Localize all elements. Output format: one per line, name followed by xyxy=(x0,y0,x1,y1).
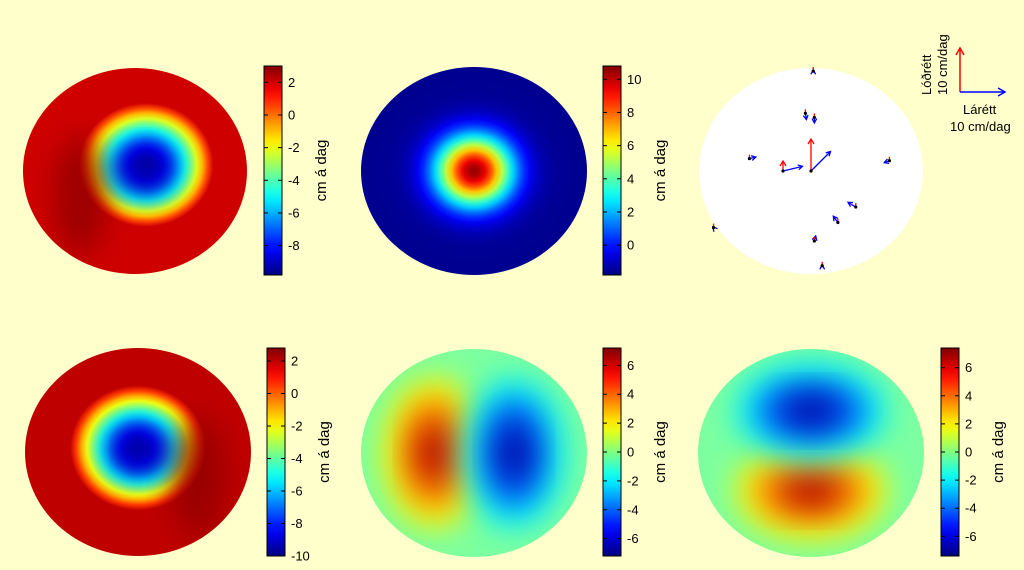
colorbar-tick-label: 6 xyxy=(627,358,634,373)
station-dot xyxy=(811,69,815,73)
panel-top-right-vectors: Lóðrétt 10 cm/dag Lárétt 10 cm/dag xyxy=(699,34,1011,274)
colorbar-gradient xyxy=(602,65,622,276)
colorbar-tick-label: 8 xyxy=(627,105,634,120)
panel-top-left: 2 0 -2 -4 -6 -8 cm á dag xyxy=(23,65,330,276)
station-dot xyxy=(803,111,808,115)
colorbar-label: cm á dag xyxy=(316,421,333,483)
colorbar-label: cm á dag xyxy=(652,421,669,483)
colorbar-tick-label: -6 xyxy=(627,531,639,546)
station-dot xyxy=(711,226,716,230)
vertical-scale-label: Lóðrétt xyxy=(919,54,934,95)
colorbar-tick-label: 2 xyxy=(627,204,634,219)
station-dot xyxy=(781,169,785,173)
vector-station xyxy=(832,215,840,225)
colorbar-tick-label: 6 xyxy=(965,360,972,375)
colorbar-tick-label: -4 xyxy=(627,502,639,517)
colorbar-label: cm á dag xyxy=(313,140,330,202)
vector-station xyxy=(779,159,804,173)
colorbar-tick-label: -2 xyxy=(291,419,303,434)
station-dot xyxy=(747,157,752,161)
vector-station xyxy=(882,156,892,164)
disc-overlay xyxy=(382,377,566,529)
colorbar-tick-label: 2 xyxy=(288,75,295,90)
vector-station xyxy=(747,154,758,161)
colorbar-tick-label: -6 xyxy=(965,529,977,544)
horizontal-scale-label: Lárétt xyxy=(963,102,997,117)
colorbar-tick-label: -8 xyxy=(291,516,303,531)
colorbar-gradient xyxy=(263,65,283,276)
panel-top-middle: 10 8 6 4 2 0 cm á dag xyxy=(361,65,669,276)
colorbar-tick-label: 4 xyxy=(627,387,634,402)
colorbar-tick-label: -10 xyxy=(291,549,310,564)
panel-bottom-left: 2 0 -2 -4 -6 -8 -10 cm á dag xyxy=(25,347,333,564)
scale-legend: Lóðrétt 10 cm/dag Lárétt 10 cm/dag xyxy=(919,34,1011,134)
colorbar-tick-label: -2 xyxy=(965,473,977,488)
ring-maximum xyxy=(54,136,106,256)
colorbar-tick-label: -6 xyxy=(291,484,303,499)
colorbar-tick-label: 0 xyxy=(627,238,634,253)
vector-station xyxy=(811,234,818,243)
horizontal-scale-speed: 10 cm/dag xyxy=(950,119,1011,134)
colorbar-tick-label: 6 xyxy=(627,138,634,153)
disc-overlay xyxy=(735,361,887,541)
central-minimum xyxy=(119,149,171,193)
central-minimum xyxy=(112,430,164,474)
station-dot xyxy=(854,205,858,209)
colorbar-tick-label: 10 xyxy=(627,72,641,87)
station-dot xyxy=(812,115,816,120)
colorbar-tick-label: 4 xyxy=(965,388,972,403)
colorbar-tick-label: -4 xyxy=(291,451,303,466)
station-dot xyxy=(812,239,816,243)
panel-bottom-middle: 6 4 2 0 -2 -4 -6 cm á dag xyxy=(361,347,669,557)
vector-station xyxy=(802,109,809,121)
horizontal-vector xyxy=(782,165,803,172)
colorbar-tick-label: 2 xyxy=(291,354,298,369)
colorbar-gradient xyxy=(266,347,286,557)
disc-heatmap xyxy=(361,67,587,275)
station-dot xyxy=(887,159,892,163)
colorbar: 2 0 -2 -4 -6 -8 xyxy=(263,65,300,276)
colorbar-tick-label: 0 xyxy=(288,107,295,122)
ring-maximum xyxy=(172,417,224,537)
station-dot xyxy=(836,220,840,225)
colorbar: 6 4 2 0 -2 -4 -6 xyxy=(602,347,639,557)
disc-overlay xyxy=(112,417,224,537)
colorbar: 6 4 2 0 -2 -4 -6 xyxy=(940,347,977,557)
colorbar-tick-label: -8 xyxy=(288,238,300,253)
vector-station xyxy=(810,67,817,75)
colorbar-tick-label: 0 xyxy=(291,386,298,401)
colorbar-tick-label: -2 xyxy=(288,140,300,155)
colorbar-tick-label: 2 xyxy=(965,416,972,431)
colorbar-tick-label: 0 xyxy=(965,445,972,460)
colorbar-tick-label: -4 xyxy=(965,501,977,516)
colorbar-tick-label: 2 xyxy=(627,416,634,431)
colorbar: 10 8 6 4 2 0 xyxy=(602,65,641,276)
vector-station xyxy=(711,223,718,232)
colorbar-tick-label: -4 xyxy=(288,173,300,188)
vector-field xyxy=(711,67,892,270)
colorbar-label: cm á dag xyxy=(990,421,1007,483)
station-dot xyxy=(809,169,813,173)
colorbar-tick-label: 0 xyxy=(627,445,634,460)
vector-station xyxy=(819,261,826,270)
colorbar-tick-label: 4 xyxy=(627,171,634,186)
colorbar-tick-label: -6 xyxy=(288,205,300,220)
disc-overlay xyxy=(54,136,171,256)
colorbar-tick-label: -2 xyxy=(627,473,639,488)
panel-bottom-right: 6 4 2 0 -2 -4 -6 cm á dag xyxy=(698,347,1007,557)
vector-station xyxy=(807,137,832,173)
vector-station xyxy=(846,201,858,209)
colorbar: 2 0 -2 -4 -6 -8 -10 xyxy=(266,347,310,564)
station-dot xyxy=(820,264,824,268)
horizontal-vector xyxy=(810,151,831,172)
colorbar-label: cm á dag xyxy=(652,140,669,202)
vertical-scale-speed: 10 cm/dag xyxy=(935,34,950,95)
vector-station xyxy=(811,113,818,125)
